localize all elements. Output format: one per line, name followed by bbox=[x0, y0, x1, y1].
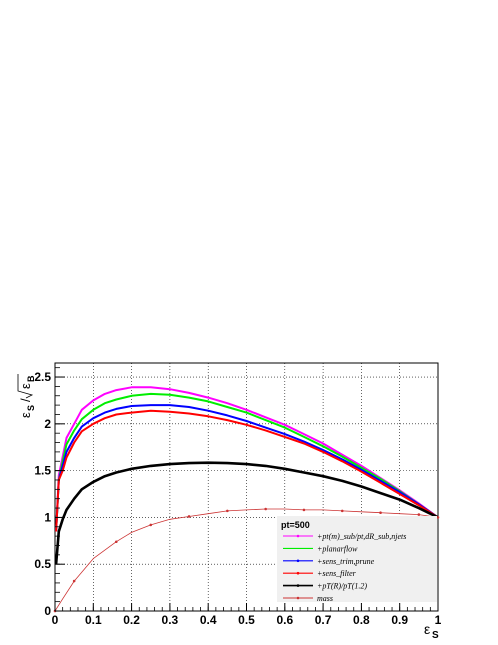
legend-label: +pT(R)/pT(1.2) bbox=[317, 582, 367, 591]
ylabel-den-sub: B bbox=[26, 375, 36, 382]
x-axis-label: ε S bbox=[424, 621, 439, 641]
series-point bbox=[417, 513, 421, 516]
series-line bbox=[55, 386, 439, 532]
ylabel-den-main: ε bbox=[18, 383, 33, 389]
xlabel-main: ε bbox=[424, 621, 430, 637]
legend-label: mass bbox=[317, 594, 333, 603]
x-tick-label: 0.8 bbox=[353, 613, 370, 627]
y-tick-label: 0 bbox=[44, 604, 51, 618]
ylabel-slash: / bbox=[18, 398, 33, 402]
sqrt-sign bbox=[17, 374, 34, 399]
legend-marker bbox=[296, 534, 300, 538]
series-line bbox=[55, 404, 439, 532]
y-axis-label: ε S / ε B bbox=[17, 374, 36, 418]
axes: 0 0.1 0.2 0.3 0.4 0.5 0.6 0.7 0.8 0.9 1 0 0.5 1 1.5 2 2.… bbox=[34, 367, 442, 627]
x-tick-label: 0.4 bbox=[200, 613, 217, 627]
ylabel-num-sub: S bbox=[26, 405, 36, 411]
legend-label: +sens_filter bbox=[317, 569, 357, 578]
legend-entries: +pt(m)_sub/pt,dR_sub,njets +planarflow +se… bbox=[283, 532, 406, 603]
series-group bbox=[53, 386, 440, 613]
legend-marker bbox=[296, 571, 300, 575]
series-line bbox=[54, 508, 439, 612]
y-tick-label: 1 bbox=[44, 510, 51, 524]
legend-marker bbox=[296, 596, 300, 600]
legend-label: +planarflow bbox=[317, 544, 358, 553]
series-line bbox=[54, 461, 439, 565]
x-tick-label: 0.6 bbox=[276, 613, 293, 627]
x-tick-label: 0.3 bbox=[162, 613, 179, 627]
series-line bbox=[55, 409, 439, 532]
xlabel-sub: S bbox=[432, 630, 439, 641]
x-tick-label: 1 bbox=[435, 613, 442, 627]
series-point bbox=[114, 540, 118, 544]
series-point bbox=[379, 511, 382, 515]
series-point bbox=[302, 508, 306, 512]
y-tick-label: 2.5 bbox=[34, 370, 51, 384]
x-tick-label: 0.5 bbox=[238, 613, 255, 627]
x-tick-label: 0.9 bbox=[391, 613, 408, 627]
series-point bbox=[226, 509, 229, 513]
series-line bbox=[55, 392, 439, 532]
x-tick-label: 0 bbox=[52, 613, 59, 627]
y-tick-label: 0.5 bbox=[34, 557, 51, 571]
legend-label: +pt(m)_sub/pt,dR_sub,njets bbox=[317, 532, 406, 541]
x-tick-label: 0.7 bbox=[315, 613, 332, 627]
legend-header: pt=500 bbox=[281, 520, 310, 530]
series-point bbox=[340, 509, 344, 513]
legend-marker bbox=[296, 559, 300, 563]
series-point bbox=[149, 523, 153, 527]
grid bbox=[55, 363, 438, 611]
series-point bbox=[72, 579, 76, 583]
legend: pt=500 +pt(m)_sub/pt,dR_sub,njets +planar… bbox=[277, 516, 437, 603]
series-point bbox=[187, 515, 191, 518]
y-tick-label: 1.5 bbox=[34, 464, 51, 478]
series-point bbox=[264, 507, 267, 511]
x-tick-label: 0.1 bbox=[85, 613, 102, 627]
y-tick-label: 2 bbox=[44, 417, 51, 431]
series-point bbox=[436, 516, 440, 519]
legend-box bbox=[277, 516, 437, 602]
legend-label: +sens_trim,prune bbox=[317, 557, 375, 566]
x-tick-label: 0.2 bbox=[123, 613, 140, 627]
legend-marker bbox=[296, 584, 300, 587]
ylabel-num-main: ε bbox=[18, 412, 33, 418]
